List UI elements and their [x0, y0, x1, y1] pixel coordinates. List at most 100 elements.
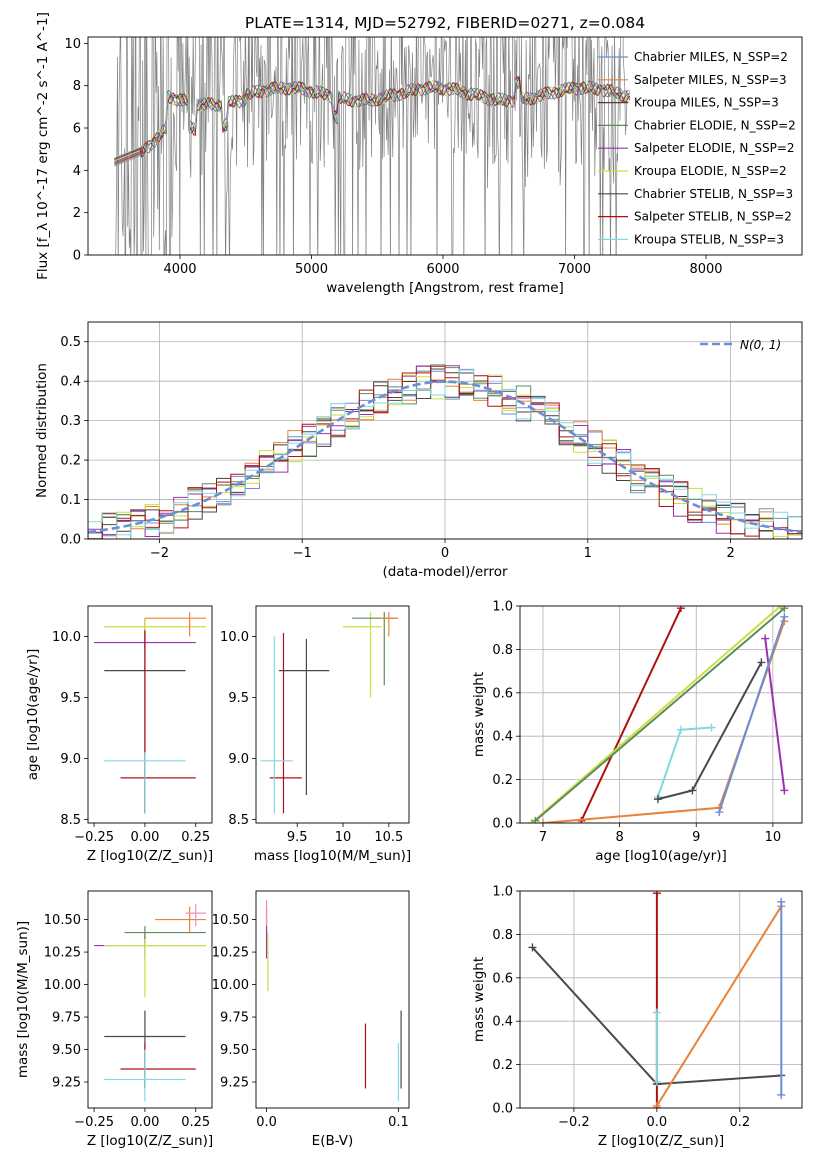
y-tick-label: 10.0 [52, 630, 81, 645]
y-tick-label: 9.0 [60, 752, 81, 767]
x-tick-label: 0.25 [181, 830, 210, 845]
y-tick-label: 8.5 [228, 813, 249, 828]
scatter-panel-5: −0.25 0.00 0.25 9.25 9.50 9.75 10.00 10.25 10.50… [15, 890, 213, 1149]
axes-frame [87, 890, 213, 1109]
x-axis-label: mass [log10(M/M_sun)] [254, 848, 411, 864]
x-tick-label: 9.5 [287, 830, 308, 845]
y-tick-label: 0.2 [492, 1058, 513, 1073]
model-line [114, 74, 631, 161]
y-tick-label: 9.0 [228, 752, 249, 767]
y-tick-label: 0.2 [492, 773, 513, 788]
x-tick-label: −0.25 [74, 830, 114, 845]
x-tick-label: 10 [765, 830, 782, 845]
y-tick-label: 0.6 [492, 971, 513, 986]
y-tick-label: 10.25 [44, 946, 81, 961]
legend-label: Salpeter ELODIE, N_SSP=2 [634, 141, 795, 155]
x-tick-label: 0.1 [388, 1115, 409, 1130]
series-line [764, 638, 786, 791]
y-tick-label: 0.6 [492, 686, 513, 701]
legend-label: Kroupa MILES, N_SSP=3 [634, 96, 779, 110]
x-axis-label: Z [log10(Z/Z_sun)] [598, 1133, 724, 1149]
y-tick-label: 0.0 [492, 817, 513, 832]
y-tick-label: 9.75 [52, 1011, 81, 1026]
y-axis-label: Normed distribution [34, 363, 50, 498]
series-line [530, 606, 782, 823]
data-point [707, 723, 716, 732]
x-tick-label: 5000 [295, 262, 328, 277]
line-plot-area [527, 606, 789, 823]
y-tick-label: 0.4 [60, 375, 81, 390]
y-tick-label: 9.75 [220, 1011, 249, 1026]
y-tick-label: 9.5 [228, 691, 249, 706]
y-tick-label: 10.50 [212, 913, 249, 928]
series-line [656, 726, 712, 798]
line-plot-area [528, 891, 786, 1108]
series-line [718, 616, 786, 813]
data-point [528, 943, 537, 952]
x-tick-label: 0 [441, 546, 449, 561]
x-tick-label: 0.0 [256, 1115, 277, 1130]
legend: N(0, 1) [700, 338, 781, 352]
data-point [715, 808, 724, 817]
x-tick-label: −0.2 [558, 1115, 590, 1130]
axes-frame [519, 605, 803, 824]
x-axis-label: age [log10(age/yr)] [595, 848, 727, 864]
x-tick-label: 0.0 [647, 1115, 668, 1130]
normal-curve [88, 380, 802, 534]
x-tick-label: 1 [584, 546, 592, 561]
y-tick-label: 9.50 [52, 1043, 81, 1058]
data-point [780, 612, 789, 621]
x-tick-label: 9 [692, 830, 700, 845]
data-point [652, 1101, 661, 1108]
axes-frame [255, 890, 410, 1109]
data-point [780, 606, 789, 613]
legend: Chabrier MILES, N_SSP=2 Salpeter MILES, N… [598, 50, 796, 246]
legend-label: Chabrier ELODIE, N_SSP=2 [634, 118, 796, 132]
legend-label: Salpeter STELIB, N_SSP=2 [634, 210, 792, 224]
axes-frame [87, 605, 213, 824]
y-tick-label: 4 [73, 164, 81, 179]
y-tick-label: 0.5 [60, 335, 81, 350]
legend-label: Kroupa ELODIE, N_SSP=2 [634, 164, 787, 178]
spectrum-panel: PLATE=1314, MJD=52792, FIBERID=0271, z=0… [35, 12, 803, 296]
data-point [688, 786, 697, 795]
series-line [656, 905, 783, 1107]
legend-label: Kroupa STELIB, N_SSP=3 [634, 232, 784, 246]
y-tick-label: 9.5 [60, 691, 81, 706]
data-point [780, 786, 789, 795]
model-line [114, 75, 631, 160]
data-point [538, 819, 547, 823]
y-tick-label: 10 [64, 37, 81, 52]
data-point [652, 891, 661, 898]
series-line [534, 607, 786, 822]
y-tick-label: 1.0 [492, 885, 513, 900]
line-panel-4: 7 8 9 10 0.0 0.2 0.4 0.6 0.8 1.0 age [log10(age/yr… [471, 600, 803, 864]
data-point [777, 897, 786, 906]
x-tick-label: 8000 [689, 262, 722, 277]
y-tick-label: 9.25 [220, 1076, 249, 1091]
x-tick-label: 10.5 [374, 830, 403, 845]
model-line [114, 79, 630, 162]
histogram-step [88, 368, 802, 539]
data-point [676, 725, 685, 734]
x-tick-label: 4000 [163, 262, 196, 277]
y-tick-label: 0.8 [492, 928, 513, 943]
x-tick-label: 7000 [558, 262, 591, 277]
chart-title: PLATE=1314, MJD=52792, FIBERID=0271, z=0… [245, 14, 645, 32]
data-point [676, 606, 685, 613]
y-tick-label: 8 [73, 79, 81, 94]
axes-frame [87, 36, 803, 256]
data-point [761, 634, 770, 643]
y-tick-label: 1.0 [492, 600, 513, 615]
histogram-plot-area [88, 364, 802, 539]
data-point [757, 658, 766, 667]
y-tick-label: 0.3 [60, 414, 81, 429]
y-tick-label: 0.4 [492, 730, 513, 745]
x-tick-label: 10 [335, 830, 352, 845]
y-tick-label: 10.25 [212, 946, 249, 961]
spectrum-plot-area [114, 37, 631, 255]
y-tick-label: 8.5 [60, 813, 81, 828]
axes-frame [87, 321, 803, 540]
x-tick-label: 0.25 [181, 1115, 210, 1130]
